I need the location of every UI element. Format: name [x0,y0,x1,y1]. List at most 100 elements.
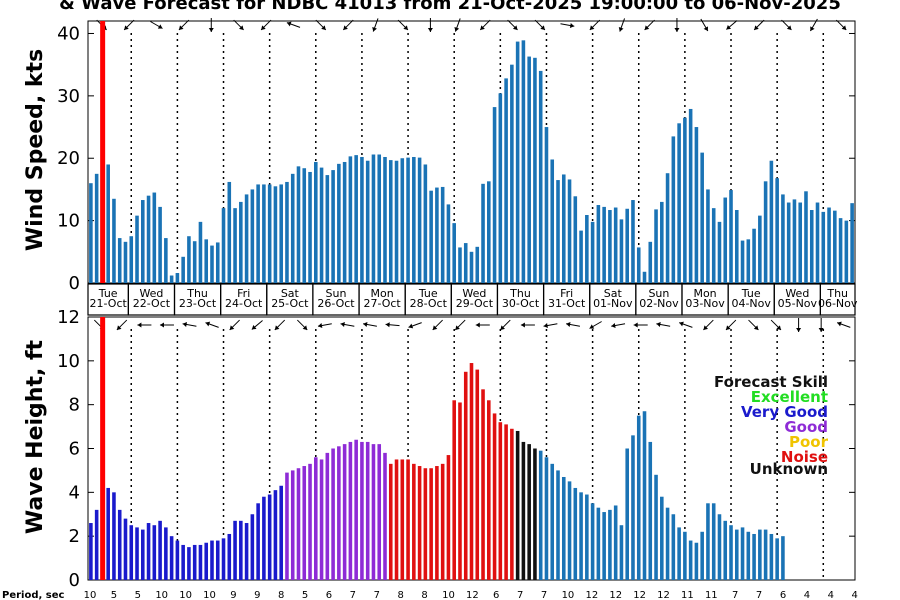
data-bar [388,160,393,283]
data-bar [700,531,704,580]
arrow-head [385,322,390,328]
arrow-head [589,324,595,329]
period-label: 6 [493,590,499,600]
direction-arrow [566,322,580,327]
data-bar [538,70,543,284]
day-date-label: 06-Nov [818,297,858,310]
direction-arrow [836,321,851,328]
data-bar [602,512,606,580]
data-bar [740,527,745,580]
data-bar [561,476,566,580]
data-bar [250,189,255,283]
wind-speed-panel: 010203040Tue21-OctWed22-OctThu23-OctFri2… [57,18,858,316]
direction-arrow [251,320,263,330]
direction-arrow [315,19,327,31]
direction-arrow [703,319,714,331]
data-bar [585,215,589,283]
data-bar [221,208,226,283]
period-label: 12 [657,590,670,600]
day-name-label: Sat [604,287,623,300]
arrow-head [182,322,187,327]
data-bar [215,540,220,580]
forecast-skill-legend: Forecast Skill Excellent Very Good Good … [714,373,829,478]
arrow-head [321,25,326,30]
arrow-head [157,24,163,29]
data-bar [677,123,681,283]
legend-excellent: Excellent [751,388,828,406]
data-bar [521,40,526,283]
day-date-label: 28-Oct [410,297,448,310]
data-bar [631,435,635,580]
data-bar [152,525,157,580]
arrow-head [512,25,518,30]
data-bar [711,503,716,580]
data-bar [365,160,370,283]
period-label: 7 [756,590,762,600]
arrow-head [403,25,408,30]
day-date-label: 29-Oct [456,297,494,310]
y-tick-label: 10 [57,211,80,232]
data-bar [412,156,416,283]
data-bar [510,64,514,284]
data-bar [481,183,485,283]
period-label: 7 [350,590,356,600]
data-bar [746,239,751,283]
data-bar [550,159,555,283]
day-name-label: Fri [560,287,573,300]
legend-very-good: Very Good [741,403,828,421]
period-label: 10 [203,590,216,600]
data-bar [135,215,139,283]
arrow-head [810,26,815,32]
data-bar [769,160,774,283]
data-bar [723,520,728,580]
arrow-head [566,322,571,327]
direction-arrow [363,322,377,327]
data-bar [804,191,808,283]
data-bar [135,527,139,580]
data-bar [94,509,99,580]
y-tick-label: 0 [69,570,80,591]
data-bar [429,468,433,580]
data-bar [775,178,779,283]
direction-arrow [674,18,680,32]
period-label: 5 [302,590,308,600]
data-bar [221,538,226,580]
direction-arrow [408,322,422,329]
data-bar [619,525,624,580]
data-bar [164,527,168,580]
data-bar [440,186,445,283]
data-bar [613,207,618,283]
day-date-label: 02-Nov [639,297,679,310]
direction-arrow [340,322,355,327]
period-label: 10 [155,590,168,600]
arrow-head [754,25,759,30]
data-bar [112,492,116,580]
day-name-label: Mon [371,287,394,300]
arrow-head [500,325,505,330]
direction-arrow [753,19,765,31]
direction-arrow [454,18,461,32]
y-tick-label: 10 [57,351,80,372]
day-date-label: 01-Nov [593,297,633,310]
y-tick-label: 2 [69,526,80,547]
data-bar [394,459,399,580]
data-bar [700,152,704,283]
arrow-head [520,322,525,328]
data-bar [573,487,578,580]
direction-arrow [297,319,308,331]
day-name-label: Thu [826,287,848,300]
data-bar [365,441,370,580]
data-bar [273,186,278,283]
direction-arrow [656,322,671,327]
y-tick-label: 0 [69,273,80,294]
arrow-head [455,325,460,330]
direction-arrow [286,21,301,28]
day-date-label: 25-Oct [271,297,309,310]
data-bar [308,463,312,580]
period-label: 7 [541,590,547,600]
day-date-label: 22-Oct [133,297,171,310]
data-bar [463,371,468,580]
direction-arrow [274,319,286,331]
data-bar [717,221,722,283]
data-bar [717,514,722,580]
